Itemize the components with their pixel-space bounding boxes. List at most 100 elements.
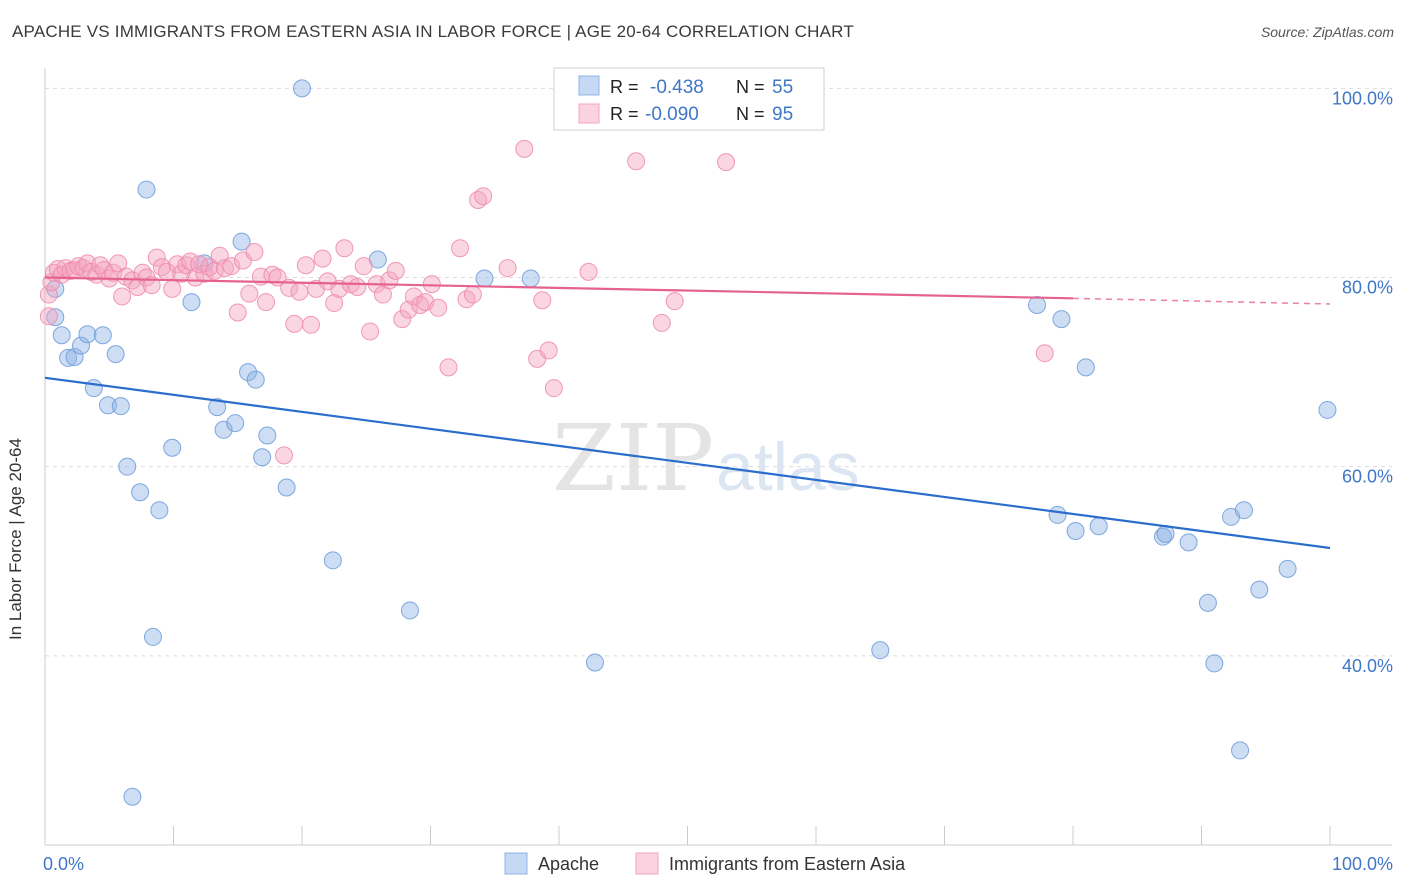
point-eastern-asia: [147, 248, 166, 267]
point-apache: [52, 326, 71, 345]
stats-r-value-eastern-asia: -0.090: [645, 104, 699, 125]
point-eastern-asia: [652, 313, 671, 332]
point-apache: [1278, 559, 1297, 578]
point-apache: [277, 478, 296, 497]
point-eastern-asia: [1035, 344, 1054, 363]
point-apache: [98, 396, 117, 415]
point-apache: [521, 269, 540, 288]
legend: Apache Immigrants from Eastern Asia: [504, 852, 906, 875]
point-eastern-asia: [627, 152, 646, 171]
point-apache: [106, 345, 125, 364]
watermark-zip: ZIP: [552, 405, 714, 512]
y-tick-label: 80.0%: [1342, 278, 1393, 298]
point-eastern-asia: [544, 379, 563, 398]
trend-lines: [44, 276, 1331, 550]
point-eastern-asia: [361, 322, 380, 341]
point-apache: [1179, 533, 1198, 552]
point-eastern-asia: [275, 446, 294, 465]
point-apache: [118, 457, 137, 476]
point-eastern-asia: [190, 255, 209, 274]
point-eastern-asia: [457, 290, 476, 309]
tick-labels: 40.0% 60.0% 80.0% 100.0% 0.0% 100.0%: [43, 88, 1393, 874]
point-eastern-asia: [280, 278, 299, 297]
point-apache: [585, 653, 604, 672]
legend-label-eastern-asia[interactable]: Immigrants from Eastern Asia: [669, 854, 906, 874]
point-eastern-asia: [222, 257, 241, 276]
stats-r-label-eastern-asia: R =: [610, 104, 639, 124]
point-apache: [1231, 741, 1250, 760]
point-eastern-asia: [285, 314, 304, 333]
data-points: [39, 79, 1337, 806]
stats-r-value-apache: -0.438: [650, 77, 704, 98]
axes: [44, 68, 1392, 846]
point-apache: [182, 293, 201, 312]
point-eastern-asia: [411, 295, 430, 314]
stats-box: R = -0.438 N = 55 R = -0.090 N = 95: [553, 67, 825, 131]
point-eastern-asia: [665, 292, 684, 311]
point-apache: [111, 397, 130, 416]
point-eastern-asia: [539, 341, 558, 360]
point-apache: [163, 438, 182, 457]
point-apache: [65, 347, 84, 366]
point-eastern-asia: [113, 287, 132, 306]
point-eastern-asia: [463, 285, 482, 304]
point-eastern-asia: [399, 300, 418, 319]
point-apache: [323, 551, 342, 570]
watermark: ZIP atlas: [552, 405, 860, 512]
point-apache: [253, 448, 272, 467]
stats-n-value-apache: 55: [772, 77, 793, 98]
point-eastern-asia: [474, 187, 493, 206]
source-credit: Source: ZipAtlas.com: [1260, 24, 1394, 40]
point-eastern-asia: [240, 284, 259, 303]
point-eastern-asia: [313, 249, 332, 268]
point-eastern-asia: [533, 291, 552, 310]
point-apache: [78, 325, 97, 344]
point-eastern-asia: [290, 282, 309, 301]
point-eastern-asia: [579, 262, 598, 281]
point-eastern-asia: [429, 298, 448, 317]
x-tick-label-min: 0.0%: [43, 854, 84, 874]
point-apache: [137, 180, 156, 199]
point-apache: [232, 232, 251, 251]
point-apache: [239, 363, 258, 382]
point-apache: [475, 269, 494, 288]
point-apache: [93, 326, 112, 345]
watermark-atlas: atlas: [716, 429, 860, 505]
stats-n-label-eastern-asia: N =: [736, 104, 765, 124]
point-eastern-asia: [163, 279, 182, 298]
point-eastern-asia: [215, 259, 234, 278]
y-tick-label: 100.0%: [1332, 88, 1393, 108]
point-apache: [871, 641, 890, 660]
point-apache: [1048, 505, 1067, 524]
chart-title: APACHE VS IMMIGRANTS FROM EASTERN ASIA I…: [12, 22, 854, 41]
point-eastern-asia: [228, 303, 247, 322]
point-eastern-asia: [172, 264, 191, 283]
legend-swatch-apache[interactable]: [504, 852, 528, 875]
y-tick-label: 60.0%: [1342, 467, 1393, 487]
point-apache: [59, 348, 78, 367]
point-eastern-asia: [152, 258, 171, 277]
point-apache: [71, 336, 90, 355]
point-eastern-asia: [325, 294, 344, 313]
point-apache: [150, 501, 169, 520]
point-eastern-asia: [451, 239, 470, 258]
stats-n-value-eastern-asia: 95: [772, 104, 793, 125]
point-eastern-asia: [386, 261, 405, 280]
point-apache: [226, 414, 245, 433]
point-apache: [208, 398, 227, 417]
point-apache: [143, 627, 162, 646]
stats-n-label-apache: N =: [736, 77, 765, 97]
point-apache: [400, 601, 419, 620]
legend-label-apache[interactable]: Apache: [538, 854, 599, 874]
point-eastern-asia: [39, 307, 58, 326]
point-apache: [1153, 527, 1172, 546]
point-eastern-asia: [439, 358, 458, 377]
point-apache: [1066, 522, 1085, 540]
point-eastern-asia: [257, 293, 276, 312]
legend-swatch-eastern-asia[interactable]: [635, 852, 659, 875]
point-apache: [246, 370, 265, 389]
point-eastern-asia: [301, 315, 320, 334]
point-apache: [293, 79, 311, 98]
point-apache: [1028, 295, 1047, 314]
